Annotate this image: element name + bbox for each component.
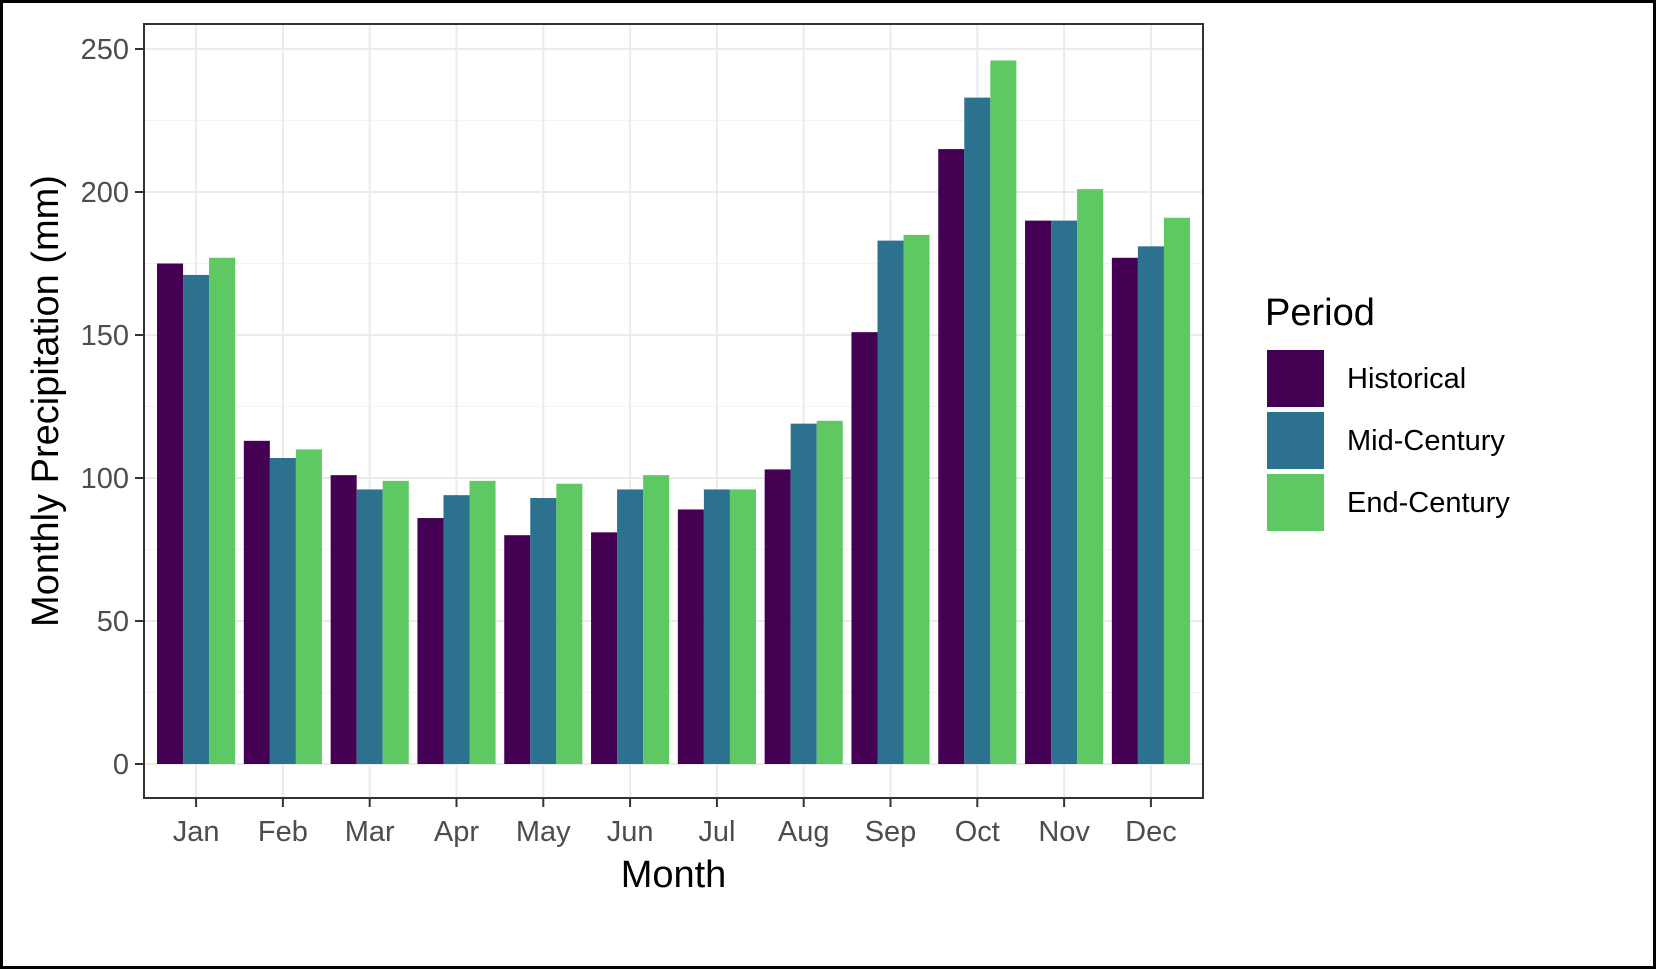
bar-jul-mid-century bbox=[703, 489, 730, 764]
y-tick-label: 0 bbox=[113, 749, 129, 781]
precipitation-bar-chart: 0 50 100 150 200 250 Jan Feb Mar Apr May Jun Jul Aug… bbox=[25, 23, 1510, 896]
bar-mar-mid-century bbox=[356, 489, 383, 764]
bar-may-historical bbox=[504, 535, 531, 764]
bar-jul-historical bbox=[677, 509, 704, 764]
bar-jul-end-century bbox=[729, 489, 756, 764]
bar-feb-end-century bbox=[295, 449, 322, 764]
bar-sep-historical bbox=[851, 332, 878, 764]
x-tick-label: Mar bbox=[345, 816, 395, 848]
bar-may-end-century bbox=[556, 483, 583, 764]
legend-label: Historical bbox=[1347, 363, 1466, 395]
bar-dec-end-century bbox=[1163, 217, 1190, 765]
legend-key-mid-century bbox=[1267, 412, 1324, 469]
legend-title: Period bbox=[1265, 292, 1375, 334]
bar-dec-mid-century bbox=[1137, 246, 1164, 765]
x-tick-label: Oct bbox=[955, 816, 1000, 848]
x-tick-label: Nov bbox=[1038, 816, 1090, 848]
x-axis-title: Month bbox=[621, 854, 727, 896]
bar-mar-historical bbox=[330, 475, 357, 764]
y-axis: 0 50 100 150 200 250 bbox=[81, 34, 144, 781]
x-tick-label: Apr bbox=[434, 816, 479, 848]
bar-sep-end-century bbox=[903, 234, 930, 764]
bar-dec-historical bbox=[1111, 257, 1138, 764]
legend: Period Historical Mid-Century End-Century bbox=[1265, 292, 1510, 531]
legend-key-end-century bbox=[1267, 474, 1324, 531]
bar-may-mid-century bbox=[530, 498, 557, 764]
bar-apr-end-century bbox=[469, 480, 496, 764]
x-axis: Jan Feb Mar Apr May Jun Jul Aug Sep Oct Nov Dec bbox=[173, 798, 1177, 848]
bar-nov-historical bbox=[1025, 220, 1052, 765]
bar-mar-end-century bbox=[382, 480, 409, 764]
bar-apr-mid-century bbox=[443, 495, 470, 764]
bar-oct-mid-century bbox=[964, 97, 991, 765]
y-tick-label: 200 bbox=[81, 177, 129, 209]
bar-nov-mid-century bbox=[1051, 220, 1078, 765]
x-tick-label: Sep bbox=[865, 816, 917, 848]
bar-jan-mid-century bbox=[183, 274, 210, 764]
x-tick-label: Dec bbox=[1125, 816, 1177, 848]
legend-label: Mid-Century bbox=[1347, 425, 1505, 457]
legend-key-historical bbox=[1267, 350, 1324, 407]
bar-apr-historical bbox=[417, 518, 444, 764]
bar-jan-historical bbox=[157, 263, 184, 764]
bar-feb-mid-century bbox=[269, 457, 296, 764]
x-tick-label: Jul bbox=[698, 816, 735, 848]
x-tick-label: Jan bbox=[173, 816, 220, 848]
bar-nov-end-century bbox=[1077, 189, 1104, 764]
y-tick-label: 50 bbox=[97, 606, 129, 638]
bar-oct-historical bbox=[938, 149, 965, 765]
y-tick-label: 150 bbox=[81, 320, 129, 352]
bar-aug-historical bbox=[764, 469, 791, 764]
x-tick-label: Jun bbox=[607, 816, 654, 848]
bar-sep-mid-century bbox=[877, 240, 904, 764]
bar-jun-end-century bbox=[643, 475, 670, 764]
bar-aug-end-century bbox=[816, 420, 843, 764]
y-tick-label: 100 bbox=[81, 463, 129, 495]
x-tick-label: May bbox=[516, 816, 571, 848]
y-axis-title: Monthly Precipitation (mm) bbox=[25, 175, 67, 627]
x-tick-label: Feb bbox=[258, 816, 308, 848]
bar-jun-mid-century bbox=[617, 489, 644, 764]
y-tick-label: 250 bbox=[81, 34, 129, 66]
bar-oct-end-century bbox=[990, 60, 1017, 764]
x-tick-label: Aug bbox=[778, 816, 830, 848]
bar-jan-end-century bbox=[209, 257, 236, 764]
bar-feb-historical bbox=[243, 440, 270, 764]
bar-aug-mid-century bbox=[790, 423, 817, 764]
bars bbox=[157, 60, 1190, 765]
panel-border bbox=[143, 23, 1204, 799]
bar-jun-historical bbox=[591, 532, 618, 764]
legend-label: End-Century bbox=[1347, 487, 1510, 519]
